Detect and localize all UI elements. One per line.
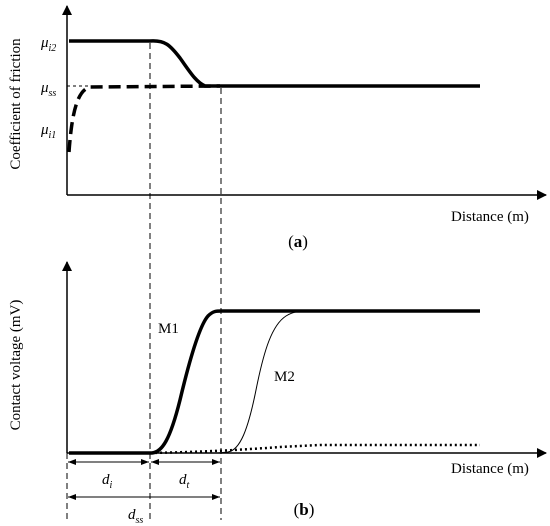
dimension-di-arrowhead-right bbox=[141, 459, 149, 465]
curve-m2 bbox=[217, 310, 480, 454]
dimension-dt-arrowhead-right bbox=[212, 459, 220, 465]
panel-a-x-axis-label: Distance (m) bbox=[451, 209, 529, 225]
panel-b-y-axis-label: Contact voltage (mV) bbox=[8, 300, 24, 431]
curve-m2-label: M2 bbox=[274, 369, 295, 385]
dimension-dss-arrowhead-right bbox=[212, 494, 220, 500]
mu-ss-label: μss bbox=[40, 80, 56, 99]
panel-a-y-axis-label: Coefficient of friction bbox=[8, 38, 24, 170]
mu-i2-label: μi2 bbox=[40, 35, 56, 54]
dimension-dss-arrowhead-left bbox=[68, 494, 76, 500]
dimension-dt: dt bbox=[151, 459, 220, 491]
panel-a: μi2 μss μi1 Coefficient of friction Dist… bbox=[8, 5, 547, 251]
panel-b-label: (b) bbox=[294, 500, 315, 519]
panel-b-x-axis-label: Distance (m) bbox=[451, 461, 529, 477]
dimension-dss-label: dss bbox=[128, 507, 143, 526]
mu-i1-label: μi1 bbox=[40, 122, 56, 141]
dimension-di-arrowhead-left bbox=[68, 459, 76, 465]
dimension-di: di bbox=[68, 459, 149, 491]
panel-a-dashed-curve bbox=[67, 84, 221, 153]
dimension-dt-arrowhead-left bbox=[151, 459, 159, 465]
dimension-di-label: di bbox=[102, 472, 113, 491]
panel-a-solid-curve bbox=[69, 39, 480, 88]
panel-b: M1 M2 Contact voltage (mV) Distance (m) … bbox=[8, 261, 547, 526]
dimension-dt-label: dt bbox=[179, 472, 190, 491]
curve-m1 bbox=[69, 309, 480, 455]
panel-a-label: (a) bbox=[288, 232, 308, 251]
curve-m1-label: M1 bbox=[158, 321, 179, 337]
curve-dotted bbox=[149, 443, 480, 455]
dimension-dss: dss bbox=[68, 494, 220, 526]
